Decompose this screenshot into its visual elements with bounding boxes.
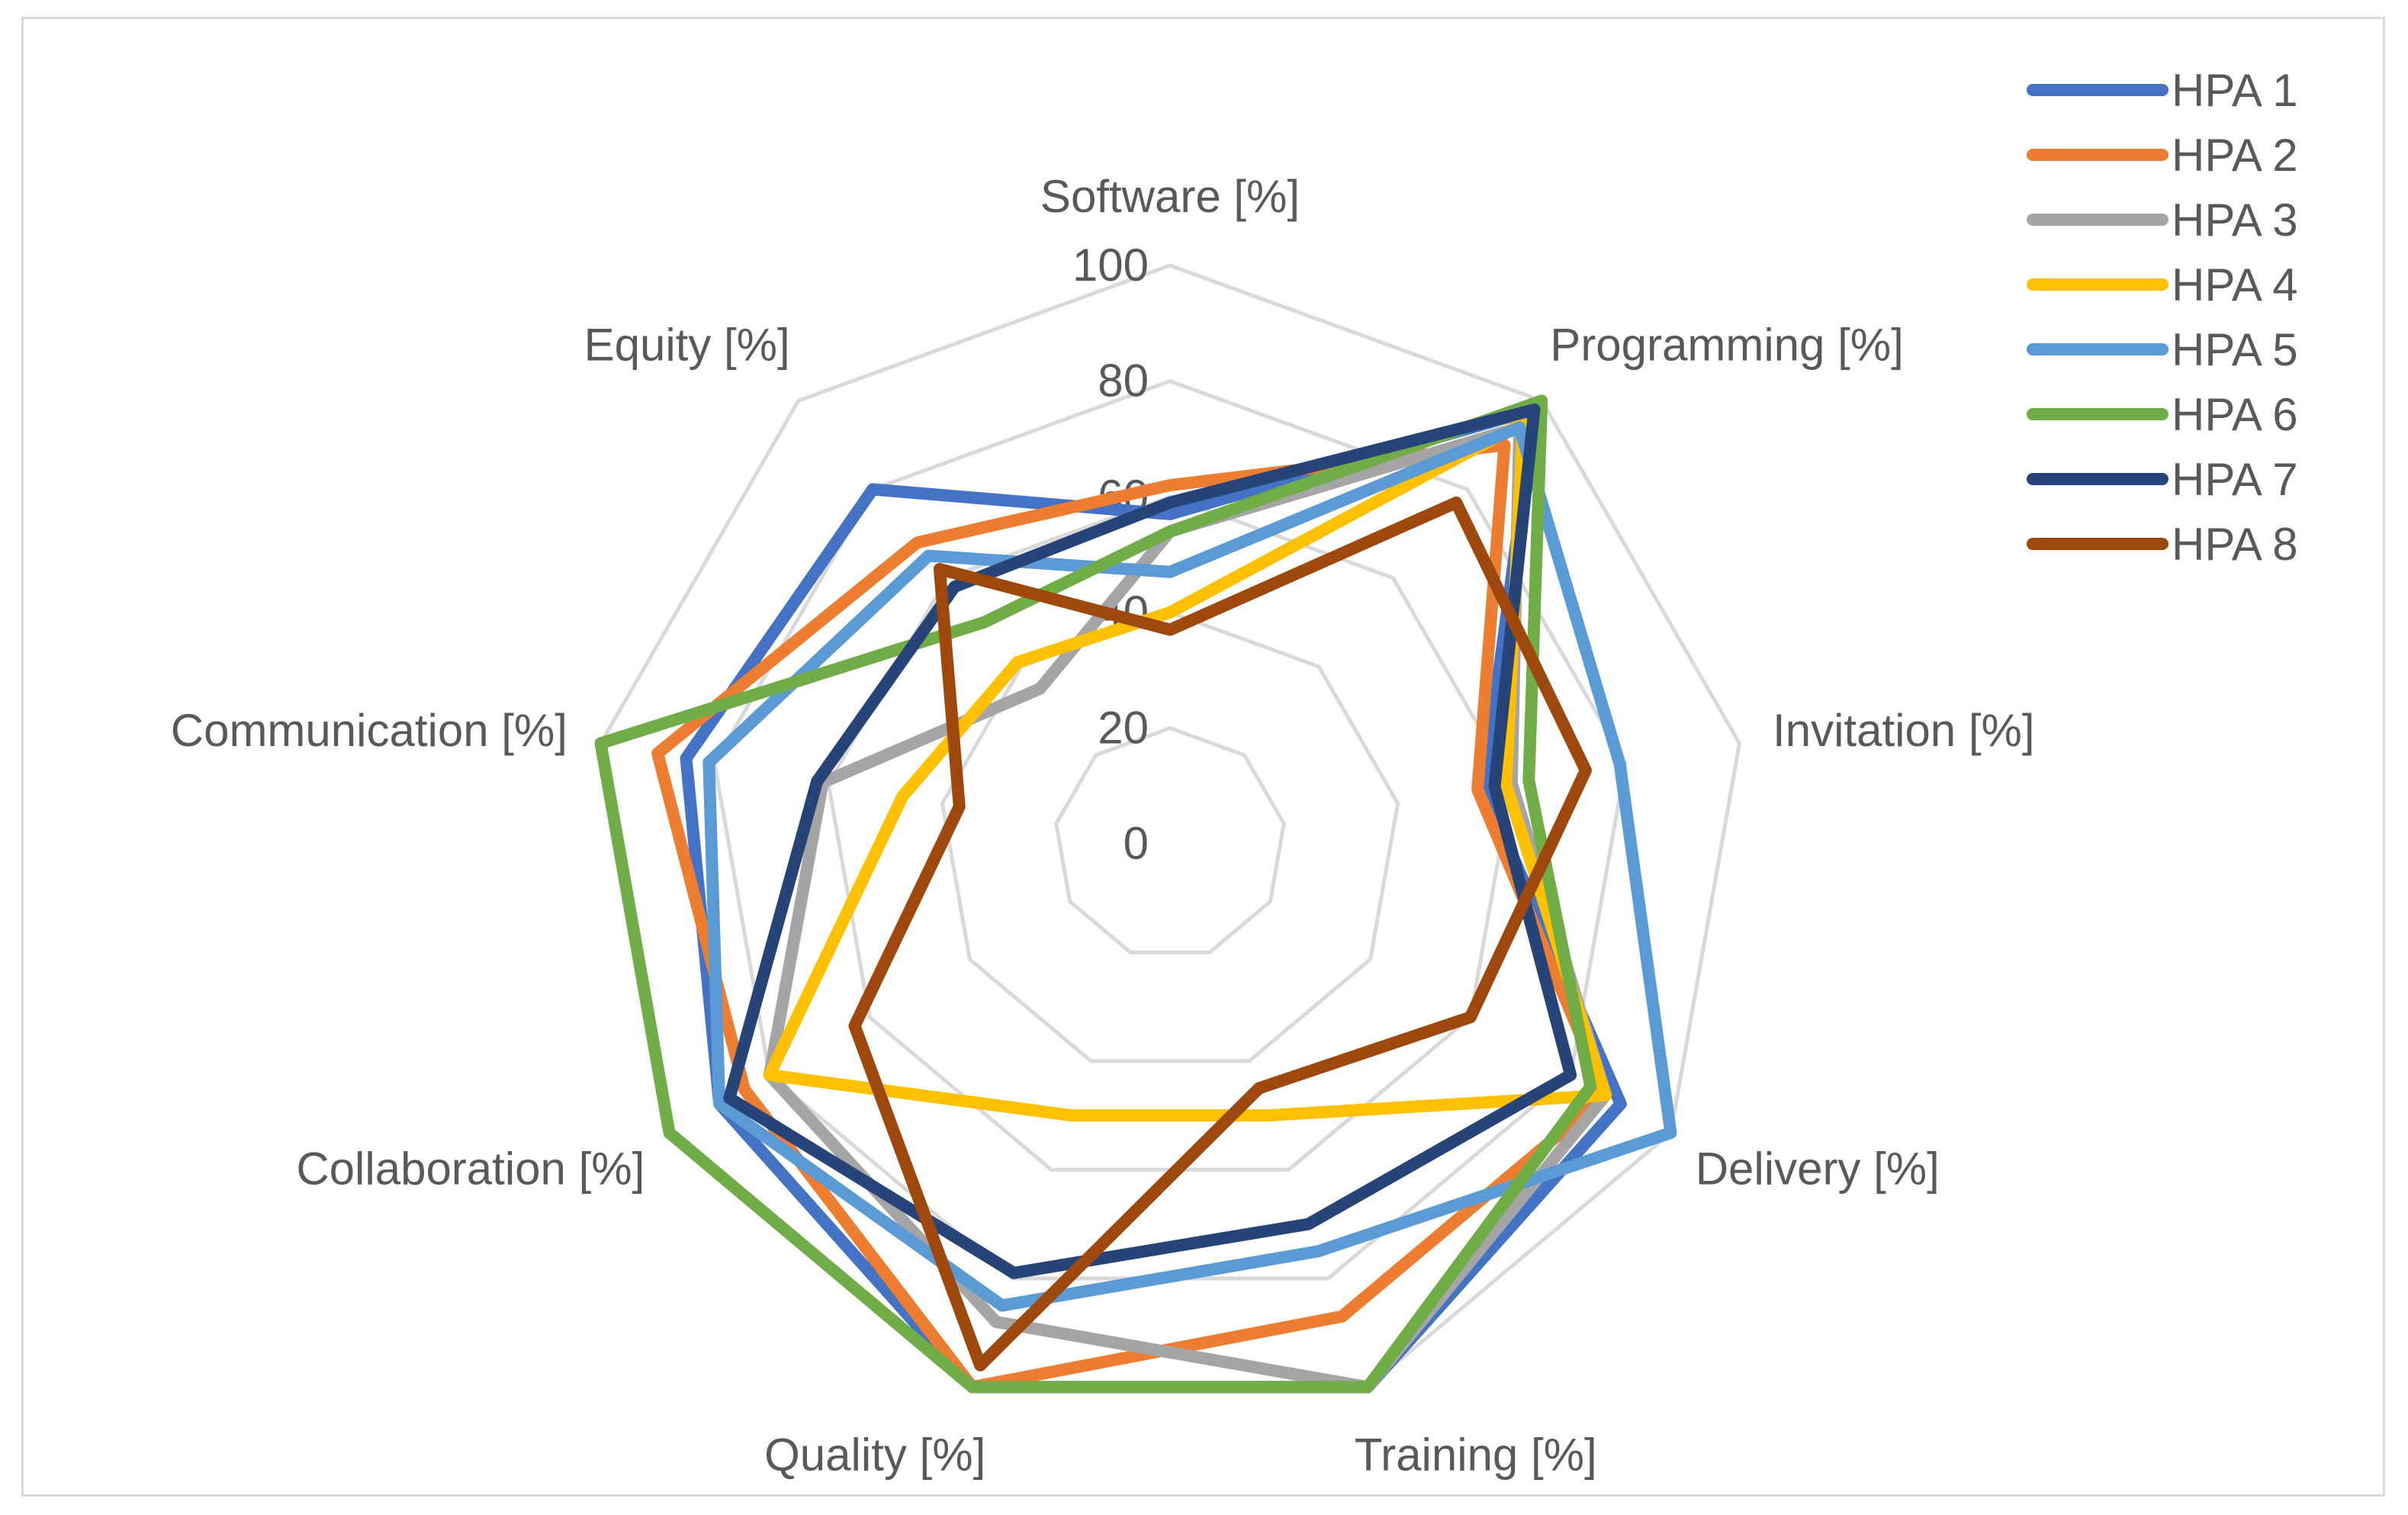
grid-ring-3 — [826, 494, 1514, 1172]
grid-ring-1 — [1054, 725, 1286, 954]
tick-label: 20 — [1098, 702, 1149, 753]
axis-label: Collaboration [%] — [296, 1143, 645, 1195]
axis-label: Communication [%] — [171, 705, 567, 756]
series-line-hpa-6 — [594, 394, 1597, 1394]
tick-label: 100 — [1072, 240, 1149, 291]
axis-label: Equity [%] — [584, 320, 790, 371]
axis-label: Programming [%] — [1550, 320, 1903, 371]
axis-label: Quality [%] — [764, 1430, 985, 1481]
legend-label: HPA 4 — [2172, 259, 2298, 310]
legend-label: HPA 6 — [2172, 389, 2298, 440]
axis-label: Software [%] — [1040, 171, 1300, 222]
legend-label: HPA 5 — [2172, 324, 2298, 375]
series-line-hpa-8 — [848, 496, 1592, 1372]
legend-label: HPA 3 — [2172, 195, 2298, 246]
legend: HPA 1 HPA 2 HPA 3 HPA 4 HPA 5 HPA 6 HPA 7 HPA 8 — [2027, 65, 2298, 570]
axis-label: Delivery [%] — [1696, 1143, 1940, 1195]
axis-label: Invitation [%] — [1773, 705, 2035, 756]
legend-label: HPA 7 — [2172, 454, 2298, 505]
series-line-hpa-7 — [723, 403, 1577, 1279]
axis-labels: Software [%] Programming [%] Invitation [%… — [171, 171, 2035, 1481]
chart-frame — [21, 17, 2385, 1497]
series-lines — [594, 394, 1677, 1394]
legend-label: HPA 8 — [2172, 519, 2298, 570]
legend-label: HPA 2 — [2172, 130, 2298, 181]
axis-label: Training [%] — [1355, 1430, 1597, 1481]
tick-label: 0 — [1124, 818, 1149, 869]
grid-ring-2 — [940, 610, 1400, 1063]
series-line-hpa-5 — [702, 421, 1677, 1312]
legend-label: HPA 1 — [2172, 65, 2298, 116]
tick-label: 80 — [1098, 355, 1149, 407]
